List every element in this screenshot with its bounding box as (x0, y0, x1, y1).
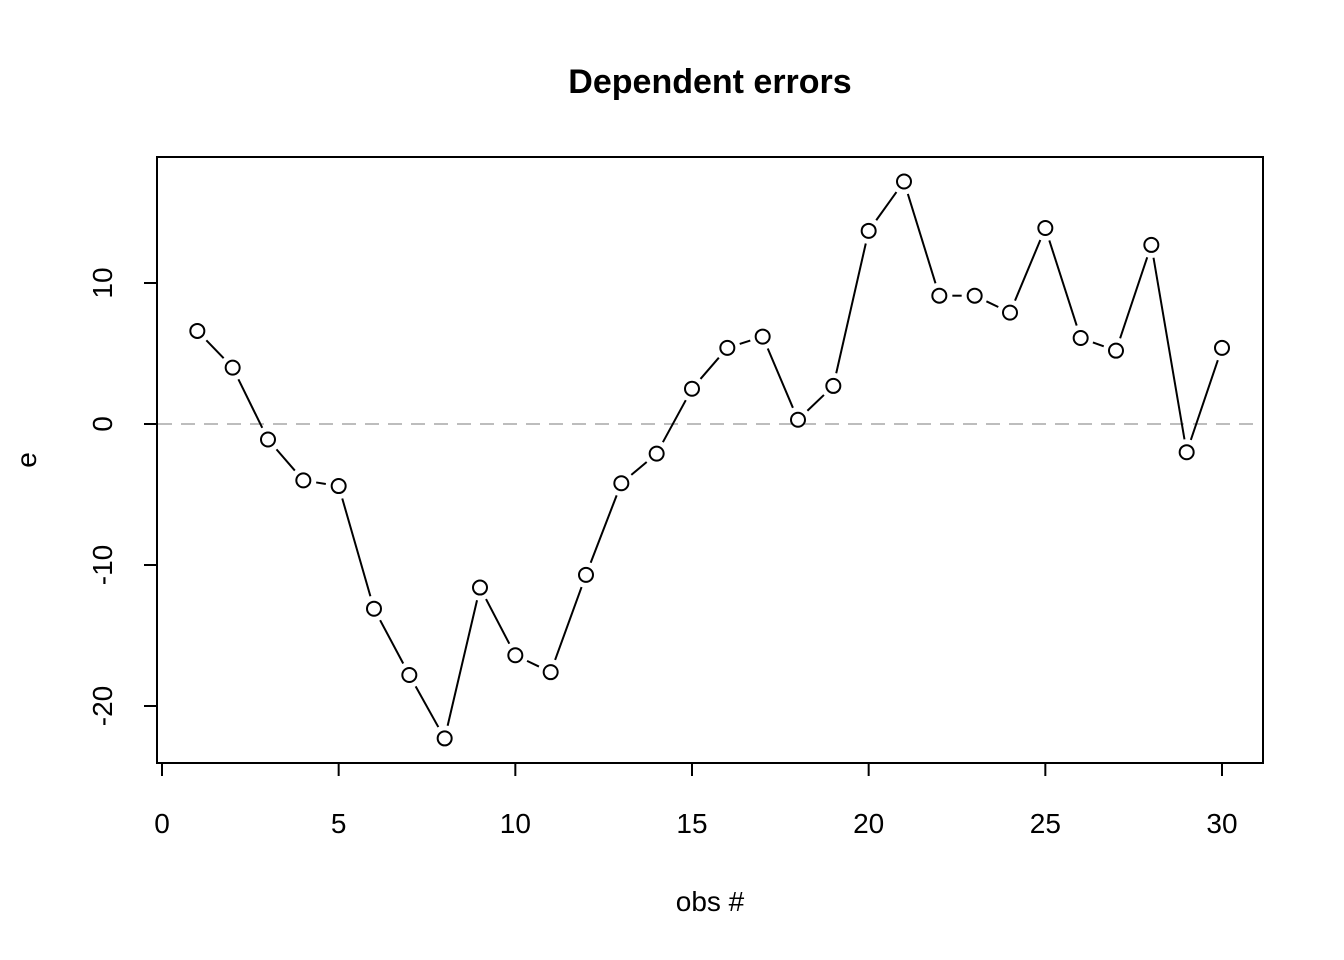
series-segment (1119, 256, 1149, 339)
series-segment (739, 339, 751, 345)
series-segment (835, 243, 867, 374)
x-tick-label: 20 (853, 808, 884, 839)
series-points (189, 173, 1230, 747)
x-tick-label: 5 (331, 808, 347, 839)
series-segment (1189, 359, 1219, 441)
series-segment (699, 357, 720, 380)
series-segment (275, 448, 296, 472)
data-point (189, 322, 206, 339)
data-point (1002, 304, 1018, 321)
y-tick-label: -10 (87, 545, 118, 585)
data-point (1214, 339, 1230, 356)
plot-frame (156, 156, 1264, 764)
data-point (1037, 220, 1054, 237)
data-point (613, 475, 630, 492)
series-segment (446, 599, 479, 727)
data-point (295, 472, 312, 489)
data-point (754, 328, 771, 345)
data-point (578, 566, 594, 583)
data-point (896, 173, 912, 190)
series-segment (662, 399, 687, 443)
data-point (330, 478, 347, 495)
x-tick-label: 25 (1030, 808, 1061, 839)
series-segment (1152, 257, 1186, 440)
series-segment (766, 348, 794, 409)
data-point (1178, 444, 1195, 461)
series-segment (316, 481, 326, 485)
series-segment (630, 461, 648, 476)
series-segment (526, 659, 540, 668)
data-point (260, 431, 276, 448)
data-point (542, 664, 559, 681)
series-segment (341, 498, 372, 597)
series-segment (875, 191, 898, 221)
y-tick-label: -20 (87, 686, 118, 726)
data-point (966, 287, 983, 304)
data-point (1143, 236, 1160, 253)
y-axis: -20 -10 0 10 (87, 267, 158, 726)
series-segment (1092, 341, 1105, 348)
series-segment (985, 300, 999, 308)
x-tick-label: 15 (676, 808, 707, 839)
x-tick-label: 30 (1206, 808, 1237, 839)
series-segment (237, 378, 264, 429)
series-line (205, 191, 1219, 728)
series-segment (485, 598, 511, 645)
x-tick-label: 0 (154, 808, 170, 839)
data-point (1072, 329, 1089, 346)
data-point (366, 600, 382, 617)
y-tick-label: 10 (87, 267, 118, 298)
data-point (1108, 342, 1124, 359)
series-segment (1048, 240, 1078, 326)
data-point (931, 287, 948, 304)
data-point (401, 666, 418, 683)
data-point (790, 411, 806, 428)
data-point (719, 339, 736, 356)
series-segment (906, 193, 937, 284)
data-point (224, 359, 241, 376)
y-axis-title: e (11, 452, 42, 468)
data-point (507, 647, 524, 664)
series-segment (414, 685, 440, 728)
series-segment (806, 394, 825, 412)
data-point (825, 377, 842, 394)
y-tick-label: 0 (87, 416, 118, 432)
series-segment (589, 494, 618, 564)
series-segment (1014, 239, 1042, 301)
data-point (860, 222, 877, 239)
chart-title: Dependent errors (568, 63, 851, 101)
data-point (436, 730, 453, 747)
data-point (684, 380, 700, 397)
x-axis-title: obs # (676, 886, 745, 917)
x-axis: 0 5 10 15 20 25 30 (154, 762, 1238, 839)
series-segment (554, 586, 583, 661)
data-point (648, 445, 665, 462)
x-tick-label: 10 (500, 808, 531, 839)
data-point (472, 579, 488, 596)
series-segment (205, 339, 225, 359)
series-segment (379, 619, 405, 664)
